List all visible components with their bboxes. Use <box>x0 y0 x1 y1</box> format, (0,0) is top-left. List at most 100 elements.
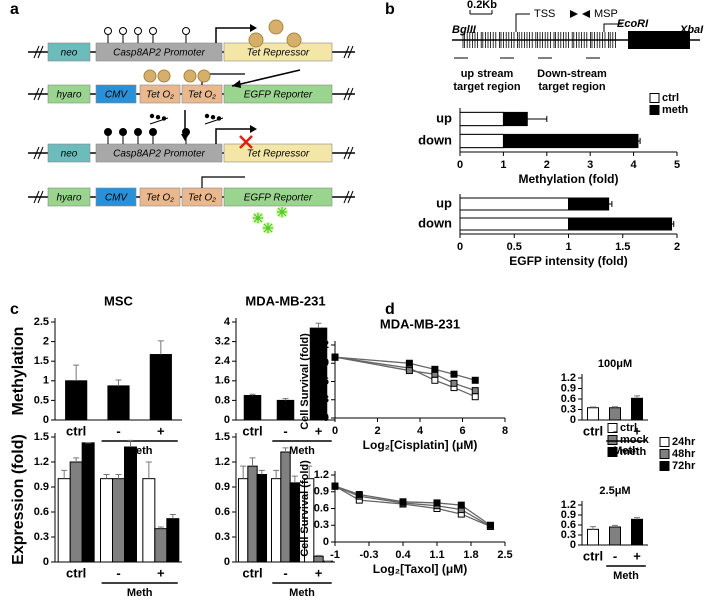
bar <box>631 397 643 421</box>
category-label: down <box>418 215 452 230</box>
y-tick-label: 0.8 <box>215 394 230 406</box>
repressor <box>157 69 171 83</box>
panel-label: a <box>10 1 19 18</box>
legend-swatch <box>659 437 670 447</box>
box-label: Tet O₂ <box>146 193 174 204</box>
box-label: Tet O₂ <box>146 90 174 101</box>
error-bar <box>103 474 110 479</box>
legend-label: meth <box>620 446 647 458</box>
marker <box>486 521 494 529</box>
methyl <box>161 116 167 121</box>
gene-box <box>95 187 137 207</box>
bar <box>154 528 168 563</box>
box-label: EGFP Reporter <box>244 90 313 101</box>
box-label: hyaro <box>56 193 81 204</box>
x-tick-label: 8 <box>502 425 508 437</box>
error-bar <box>634 395 640 399</box>
y-tick-label: 0.3 <box>215 531 230 543</box>
y-tick-label: 3.2 <box>215 336 230 348</box>
category-label: - <box>116 565 120 580</box>
bar <box>631 518 643 546</box>
y-tick-label: 1.2 <box>314 469 329 481</box>
category-label: - <box>283 423 287 438</box>
y-tick-label: 1.2 <box>314 339 329 351</box>
y-tick-label: 2 <box>43 336 49 348</box>
category-label: + <box>633 548 641 563</box>
cpg-site <box>149 128 157 136</box>
x-tick-label: 1.8 <box>463 549 478 561</box>
repressor <box>248 32 264 48</box>
legend-label: ctrl <box>662 92 679 104</box>
series-line <box>334 485 491 527</box>
red-x <box>239 135 253 149</box>
y-tick-label: 1.2 <box>34 456 49 468</box>
line <box>33 190 40 204</box>
x-tick-label: -1 <box>330 549 340 561</box>
group-label: Meth <box>127 587 153 599</box>
y-tick-label: 0.6 <box>314 502 329 514</box>
cpg-site <box>134 27 142 35</box>
box-label: EGFP Reporter <box>244 193 313 204</box>
tss-arrow <box>515 13 530 32</box>
scale-label: 0.2Kb <box>467 0 497 11</box>
x-tick-label: -0.3 <box>360 549 379 561</box>
cpg-site <box>182 27 190 35</box>
line <box>347 45 354 59</box>
y-tick-label: 0.6 <box>561 393 576 405</box>
bar <box>459 197 569 211</box>
fluorescence-star <box>277 207 287 217</box>
line <box>33 45 40 59</box>
error-bar <box>273 469 280 479</box>
y-tick-label: 0 <box>43 414 49 426</box>
x-tick-label: 5 <box>674 159 680 171</box>
line <box>37 45 44 59</box>
error-bar <box>637 138 641 144</box>
error-bar <box>157 340 164 355</box>
y-tick-label: 1.6 <box>215 375 230 387</box>
category-label: up <box>436 110 452 125</box>
arrow-head <box>250 24 257 32</box>
line <box>347 87 354 101</box>
category-label: ctrl <box>583 423 603 438</box>
bar <box>587 407 599 421</box>
series-line <box>334 485 491 527</box>
cpg-site <box>149 27 157 35</box>
box-label: Casp8AP2 Promoter <box>113 48 205 59</box>
fluorescence-star <box>263 223 273 233</box>
error-bar <box>590 526 596 530</box>
methyl <box>155 115 161 120</box>
box-label: Tet O₂ <box>188 193 216 204</box>
gene-box <box>223 187 333 207</box>
bar <box>65 380 88 421</box>
bar <box>57 478 71 563</box>
repressor <box>197 69 211 83</box>
category-label: ctrl <box>583 548 603 563</box>
y-tick-label: 1.5 <box>34 355 49 367</box>
marker <box>431 376 439 384</box>
bar <box>587 528 599 546</box>
cpg-site <box>104 128 112 136</box>
arrow-head <box>250 125 257 133</box>
x-tick-label: 0.5 <box>507 241 522 253</box>
legend-swatch <box>607 435 618 445</box>
error-bar <box>169 514 176 519</box>
y-axis-label: Expression (fold) <box>10 434 27 565</box>
bar <box>247 465 258 563</box>
gene-box <box>95 143 223 163</box>
repressor <box>183 69 197 83</box>
x-tick-label: 1 <box>565 241 571 253</box>
error-bar <box>315 554 322 557</box>
group-label: Meth <box>289 445 315 457</box>
error-bar <box>115 474 122 479</box>
x-tick-label: 0 <box>457 159 463 171</box>
x-tick-label: 2 <box>674 241 680 253</box>
bar <box>459 111 504 127</box>
bar <box>100 478 114 563</box>
marker <box>399 498 407 506</box>
x-tick-label: 0 <box>457 241 463 253</box>
group-label: Meth <box>289 587 315 599</box>
cpg-site <box>134 128 142 136</box>
bar <box>166 518 180 563</box>
region-label: Down-stream <box>537 68 607 80</box>
bar <box>81 442 95 563</box>
